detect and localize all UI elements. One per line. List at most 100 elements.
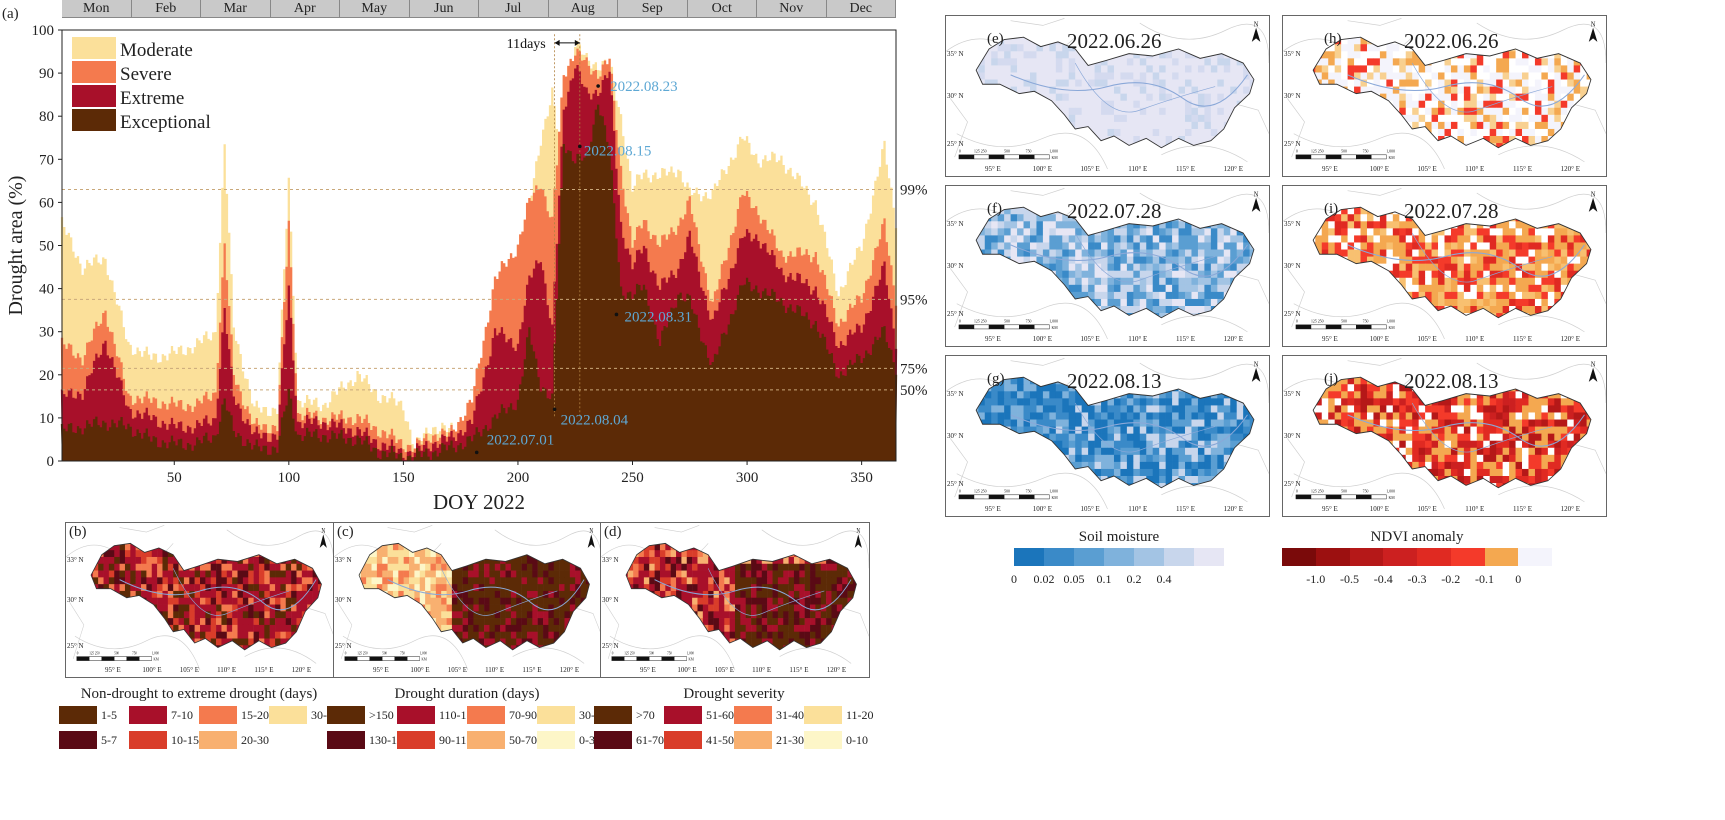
lon-label: 110° E — [1465, 505, 1485, 513]
scale-label: 0 — [345, 651, 347, 655]
lon-label: 120° E — [291, 666, 312, 674]
lon-label: 115° E — [254, 666, 274, 674]
basin-outline — [1312, 376, 1592, 489]
ndvi-legend-title: NDVI anomaly — [1370, 529, 1464, 545]
lat-label: 30° N — [947, 91, 964, 100]
legend-swatch-label: 7-10 — [171, 708, 193, 722]
colorbar-segment — [1417, 548, 1451, 566]
x-tick-label: 150 — [392, 470, 415, 486]
boundary-line — [512, 647, 585, 664]
lat-label: 30° N — [1284, 91, 1301, 100]
boundary-line — [494, 529, 602, 569]
lon-label: 110° E — [1465, 165, 1485, 173]
date-point — [578, 144, 582, 149]
colorbar-label: -0.2 — [1441, 572, 1461, 586]
lon-label: 105° E — [714, 666, 735, 674]
panel-letter: (j) — [1324, 371, 1339, 387]
legend-title: Drought severity — [683, 686, 785, 702]
date-label: 2022.08.04 — [561, 412, 629, 428]
legend-swatch — [467, 706, 505, 724]
lon-label: 120° E — [1560, 505, 1580, 513]
scale-label: 1,000 — [152, 651, 159, 657]
lon-label: 120° E — [1560, 165, 1580, 173]
legend-swatch — [594, 731, 632, 749]
north-arrow-icon: N — [1588, 191, 1598, 212]
colorbar-label: 0.4 — [1156, 572, 1172, 586]
y-tick-label: 0 — [47, 454, 55, 470]
lat-label: 30° N — [947, 261, 964, 270]
river-line — [119, 579, 317, 611]
lon-label: 95° E — [105, 666, 121, 674]
boundary-line — [69, 602, 85, 660]
lon-label: 95° E — [985, 335, 1001, 343]
month-label: May — [340, 0, 410, 18]
scale-label: 1,000 — [1049, 148, 1058, 154]
lon-label: 100° E — [142, 666, 162, 674]
soil-moisture-labels: 0 0.02 0.05 0.1 0.2 0.4 — [1011, 572, 1224, 588]
legend-label: Extreme — [120, 88, 184, 109]
north-label: N — [1254, 191, 1259, 198]
river-line — [1074, 232, 1216, 283]
soil-moisture-legend-title: Soil moisture — [1078, 529, 1160, 545]
lon-label: 110° E — [752, 666, 772, 674]
north-label: N — [1254, 21, 1259, 28]
legend-swatch-label: 15-20 — [241, 708, 269, 722]
lat-label: 25° N — [602, 642, 619, 651]
legend-swatch — [537, 731, 575, 749]
scale-unit: KM — [1052, 325, 1059, 330]
colorbar-segment — [1194, 548, 1224, 566]
river-line — [1411, 402, 1553, 453]
river-line — [1411, 232, 1553, 283]
river-line — [1411, 62, 1553, 113]
scale-label: 750 — [1026, 318, 1032, 323]
ndvi-anomaly-labels: -1.0 -0.5 -0.4 -0.3 -0.2 -0.1 0 — [1282, 572, 1552, 588]
map-raster — [626, 543, 857, 650]
legend-swatch-label: 70-90 — [509, 708, 537, 722]
date-label: 2022.08.23 — [610, 79, 678, 95]
map-panel-nd3: N 0 125 250 500 750 1,000 KM — [1282, 355, 1607, 517]
lon-label: 105° E — [447, 666, 468, 674]
boundary-line — [1347, 18, 1402, 26]
colorbar-label: 0.02 — [1033, 572, 1055, 586]
legend-swatch — [537, 706, 575, 724]
scale-label: 0 — [1296, 148, 1298, 153]
boundary-line — [654, 524, 700, 533]
legend-swatch-label: 21-30 — [776, 733, 804, 747]
river-line — [707, 568, 825, 616]
lon-label: 110° E — [217, 666, 237, 674]
lat-label: 35° N — [1284, 220, 1301, 229]
x-tick-label: 350 — [850, 470, 873, 486]
lon-label: 95° E — [1322, 505, 1338, 513]
lon-label: 115° E — [1512, 505, 1533, 513]
scale-label: 750 — [1363, 318, 1369, 323]
lon-label: 120° E — [1223, 335, 1243, 343]
river-line — [1347, 74, 1585, 107]
lon-label: 110° E — [485, 666, 505, 674]
panel-date-title: 2022.07.28 — [1067, 199, 1162, 223]
y-tick-label: 30 — [39, 325, 54, 341]
boundary-line — [950, 438, 968, 498]
lat-label: 35° N — [947, 50, 964, 59]
legend-swatch-label: 1-5 — [101, 708, 117, 722]
y-tick-label: 50 — [39, 239, 54, 255]
month-label: Sep — [618, 0, 688, 18]
lat-label: 35° N — [1284, 50, 1301, 59]
scale-label: 500 — [1341, 318, 1347, 323]
boundary-line — [609, 635, 736, 671]
lat-label: 33° N — [67, 555, 84, 564]
legend-swatch — [199, 706, 237, 724]
lon-label: 120° E — [1223, 505, 1243, 513]
month-label: Oct — [687, 0, 757, 18]
colorbar-segment — [1074, 548, 1104, 566]
river-line — [440, 568, 558, 616]
lon-label: 105° E — [1417, 335, 1437, 343]
lon-label: 110° E — [1465, 335, 1485, 343]
legend-swatch — [734, 706, 772, 724]
scale-unit: KM — [422, 657, 428, 661]
